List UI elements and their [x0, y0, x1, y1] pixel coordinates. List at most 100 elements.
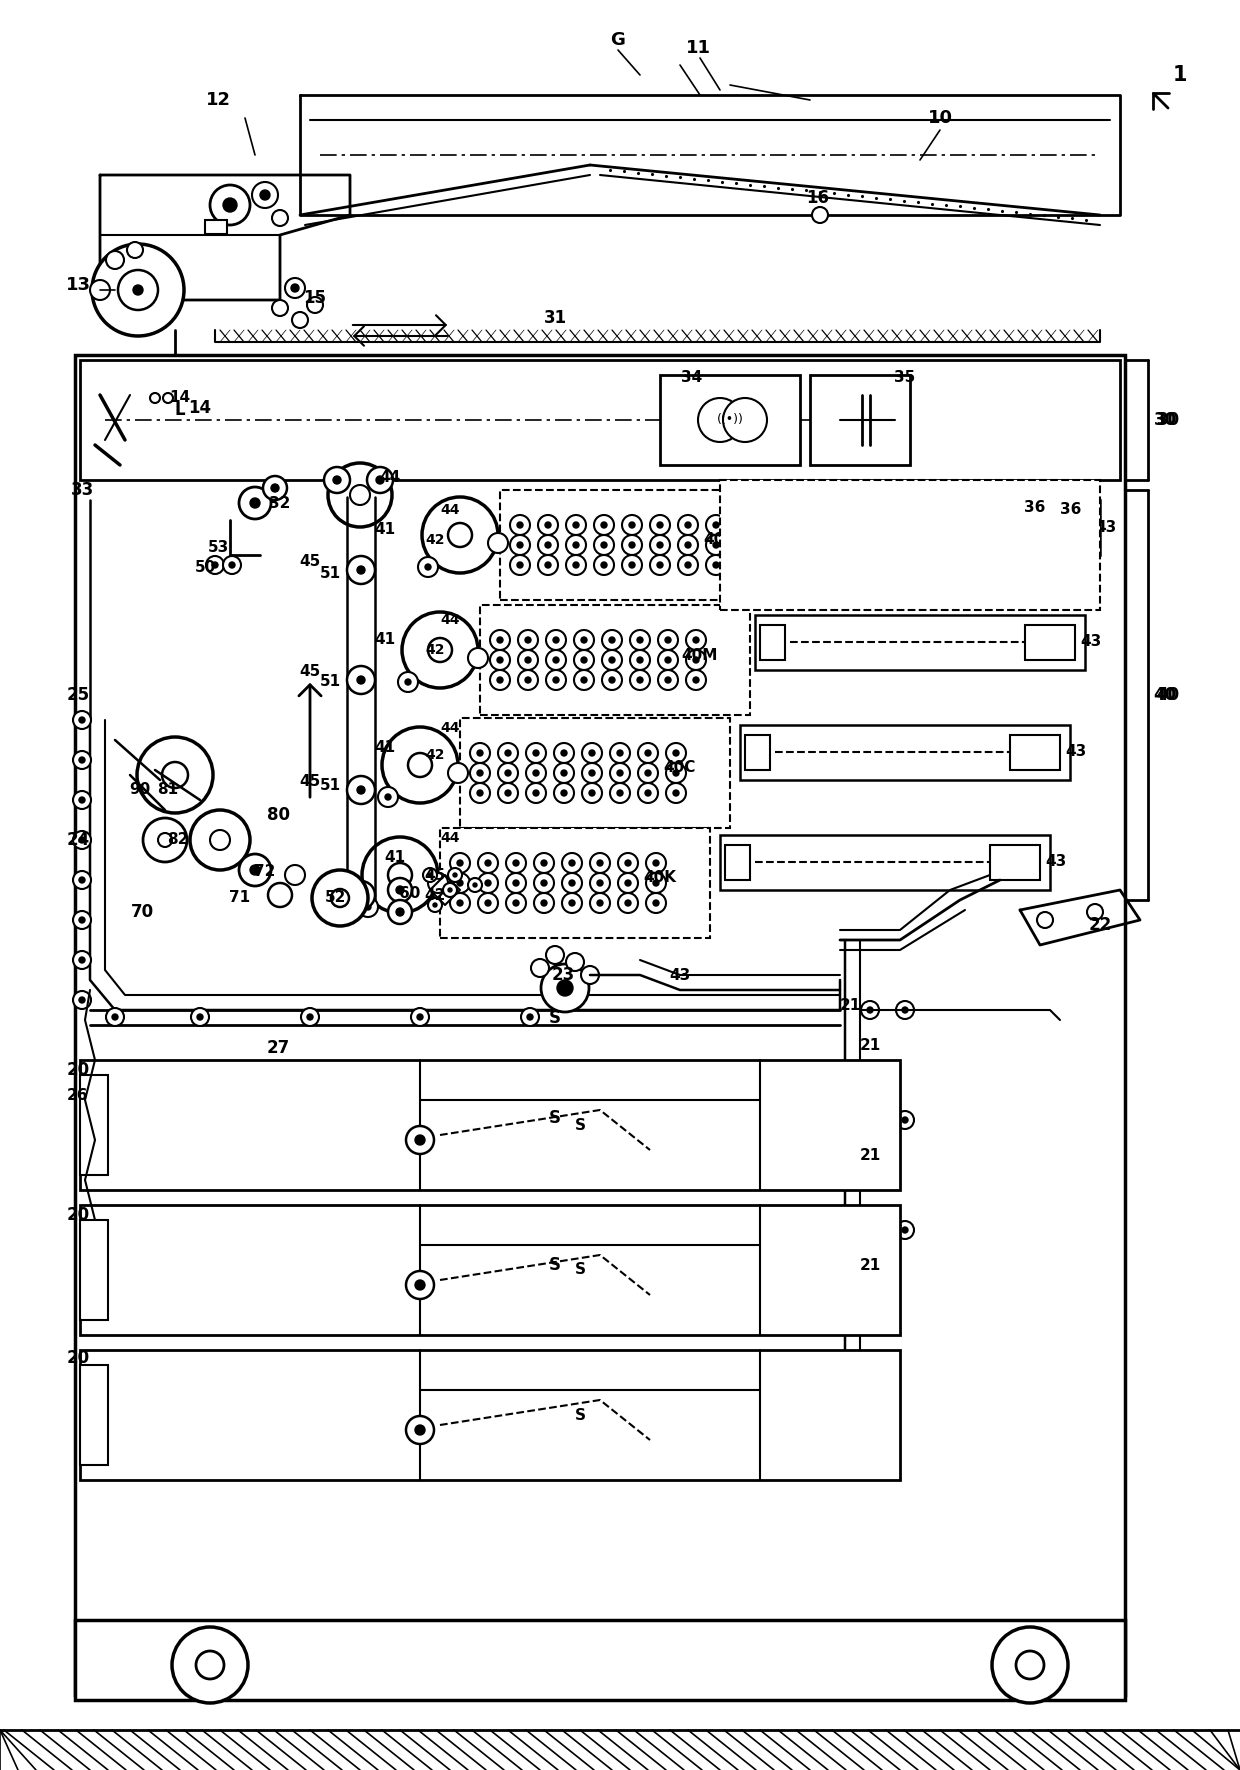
Circle shape: [497, 657, 503, 664]
Circle shape: [582, 637, 587, 643]
Text: 15: 15: [304, 289, 326, 306]
Circle shape: [562, 894, 582, 913]
Circle shape: [684, 542, 691, 549]
Text: 43: 43: [670, 968, 691, 982]
Text: 43: 43: [1065, 745, 1086, 759]
Circle shape: [197, 1014, 203, 1020]
Circle shape: [357, 566, 365, 573]
Circle shape: [467, 648, 489, 667]
Circle shape: [301, 1007, 319, 1027]
Bar: [81, 1074, 108, 1175]
Circle shape: [433, 903, 436, 906]
Circle shape: [521, 1007, 539, 1027]
Circle shape: [538, 515, 558, 535]
Circle shape: [610, 782, 630, 804]
Circle shape: [573, 542, 579, 549]
Circle shape: [458, 880, 463, 887]
Circle shape: [573, 563, 579, 568]
Circle shape: [637, 676, 644, 683]
Text: 41: 41: [384, 851, 405, 866]
Circle shape: [367, 467, 393, 494]
Circle shape: [639, 782, 658, 804]
Circle shape: [172, 1627, 248, 1703]
Circle shape: [490, 630, 510, 650]
Circle shape: [867, 1227, 873, 1234]
Circle shape: [992, 1627, 1068, 1703]
Circle shape: [206, 556, 224, 573]
Circle shape: [653, 899, 658, 906]
Bar: [755, 614, 1085, 671]
Text: 45: 45: [299, 775, 321, 789]
Circle shape: [650, 556, 670, 575]
Circle shape: [384, 795, 391, 800]
Circle shape: [291, 312, 308, 327]
Circle shape: [713, 563, 719, 568]
Circle shape: [582, 966, 599, 984]
Circle shape: [618, 789, 622, 796]
Circle shape: [901, 1007, 908, 1012]
Text: 43: 43: [1045, 855, 1066, 869]
Bar: [720, 480, 1100, 611]
Text: 60: 60: [399, 885, 420, 901]
Text: L: L: [175, 402, 186, 419]
Text: 14: 14: [170, 391, 191, 405]
Circle shape: [443, 883, 458, 897]
Text: 21: 21: [859, 1037, 880, 1053]
Circle shape: [565, 515, 587, 535]
Circle shape: [897, 1221, 914, 1239]
Text: 14: 14: [188, 398, 212, 418]
Circle shape: [565, 556, 587, 575]
Circle shape: [350, 485, 370, 504]
Text: 32: 32: [269, 496, 290, 510]
Bar: [74, 1620, 1125, 1699]
Circle shape: [405, 680, 410, 685]
Circle shape: [601, 522, 608, 527]
Circle shape: [133, 285, 143, 296]
Circle shape: [658, 650, 678, 671]
Circle shape: [601, 542, 608, 549]
Circle shape: [630, 650, 650, 671]
Circle shape: [422, 497, 498, 573]
Circle shape: [405, 1271, 434, 1299]
Circle shape: [653, 860, 658, 866]
Text: 11: 11: [686, 39, 711, 57]
Circle shape: [505, 770, 511, 775]
Text: 30: 30: [1157, 411, 1179, 428]
Text: 40: 40: [1153, 687, 1177, 704]
Circle shape: [630, 671, 650, 690]
Circle shape: [673, 750, 680, 756]
Text: 40Y: 40Y: [704, 533, 737, 547]
Circle shape: [562, 873, 582, 894]
Circle shape: [489, 533, 508, 552]
Circle shape: [458, 899, 463, 906]
Circle shape: [646, 894, 666, 913]
Text: 41: 41: [374, 632, 396, 648]
Circle shape: [658, 671, 678, 690]
Text: S: S: [549, 1110, 560, 1127]
Circle shape: [470, 763, 490, 782]
Circle shape: [506, 894, 526, 913]
Circle shape: [331, 889, 348, 906]
Circle shape: [517, 563, 523, 568]
Text: 81: 81: [157, 782, 179, 798]
Circle shape: [513, 860, 520, 866]
Circle shape: [402, 612, 477, 689]
Circle shape: [897, 1002, 914, 1020]
Text: 36: 36: [1060, 503, 1081, 517]
Circle shape: [358, 897, 378, 917]
Circle shape: [388, 878, 412, 903]
Circle shape: [574, 630, 594, 650]
Circle shape: [525, 676, 531, 683]
Circle shape: [573, 522, 579, 527]
Bar: [81, 1205, 900, 1335]
Text: 43: 43: [1095, 520, 1116, 535]
Text: S: S: [574, 1262, 585, 1278]
Circle shape: [582, 743, 601, 763]
Bar: [500, 490, 770, 600]
Circle shape: [554, 782, 574, 804]
Circle shape: [510, 515, 529, 535]
Circle shape: [569, 899, 575, 906]
Circle shape: [538, 535, 558, 556]
Circle shape: [190, 811, 250, 871]
Circle shape: [666, 743, 686, 763]
